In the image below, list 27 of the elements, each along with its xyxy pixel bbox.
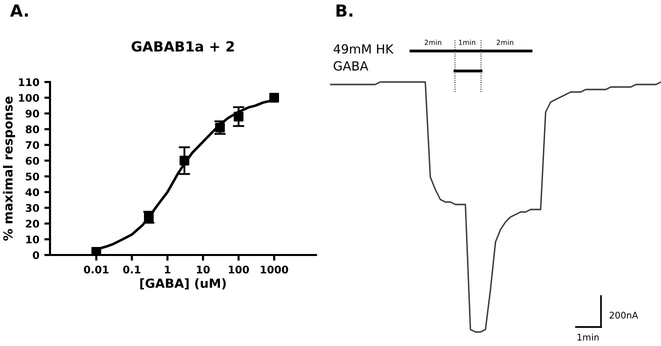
- x-tick-label: 10: [196, 266, 210, 274]
- y-tick-label: 20: [26, 220, 40, 228]
- y-tick-label: 30: [26, 204, 40, 212]
- y-tick-label: 110: [19, 78, 40, 86]
- y-tick-label: 60: [26, 156, 40, 165]
- y-tick-label: 70: [26, 141, 40, 150]
- chart-title: GABAB1a + 2: [132, 41, 234, 52]
- x-tick-label: 0.1: [123, 266, 140, 274]
- y-tick-label: 80: [26, 125, 40, 134]
- text: GABA: [334, 61, 368, 71]
- y-tick-label: 90: [26, 110, 40, 118]
- x-tick-label: 0.01: [84, 266, 108, 274]
- y-tick-label: 0: [32, 251, 40, 260]
- x-tick-label: 100: [228, 266, 249, 274]
- y-tick-label: 40: [26, 188, 40, 196]
- x-axis-title: [GABA] (uM): [140, 278, 226, 290]
- y-tick-label: 10: [26, 236, 40, 244]
- y-tick-label: 100: [19, 94, 40, 102]
- x-tick-label: 1000: [260, 266, 288, 274]
- text: 49mM HK: [334, 44, 394, 54]
- y-tick-label: 50: [26, 172, 40, 180]
- annotation: 200nA: [610, 312, 638, 319]
- text: A.: [10, 4, 28, 17]
- x-tick-label: 1: [164, 266, 170, 274]
- y-axis-title: % maximal response: [2, 96, 16, 241]
- text: B.: [336, 4, 352, 17]
- text: 1min: [578, 334, 599, 340]
